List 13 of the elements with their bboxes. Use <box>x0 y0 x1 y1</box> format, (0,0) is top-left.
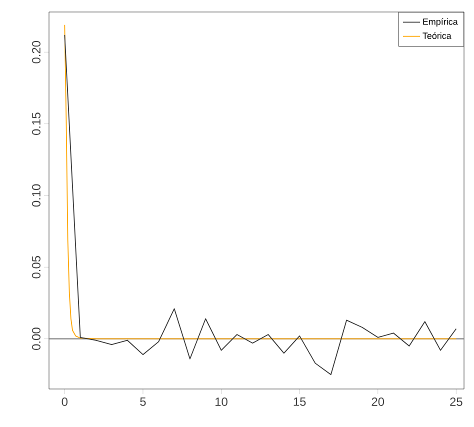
y-tick-label: 0.05 <box>32 256 40 278</box>
y-tick-label: 0.10 <box>32 184 40 207</box>
legend-label: Teórica <box>422 32 452 39</box>
x-tick-label: 20 <box>372 398 384 406</box>
legend-label: Empírica <box>423 18 458 27</box>
y-tick-label: 0.20 <box>32 40 40 64</box>
x-tick-label: 15 <box>294 398 306 406</box>
x-tick-label: 10 <box>216 398 228 406</box>
x-tick-label: 25 <box>450 398 462 406</box>
x-tick-label: 5 <box>140 398 146 406</box>
y-tick-label: 0.15 <box>32 112 40 135</box>
y-tick-label: 0.00 <box>32 328 40 350</box>
x-tick-label: 0 <box>62 398 68 406</box>
